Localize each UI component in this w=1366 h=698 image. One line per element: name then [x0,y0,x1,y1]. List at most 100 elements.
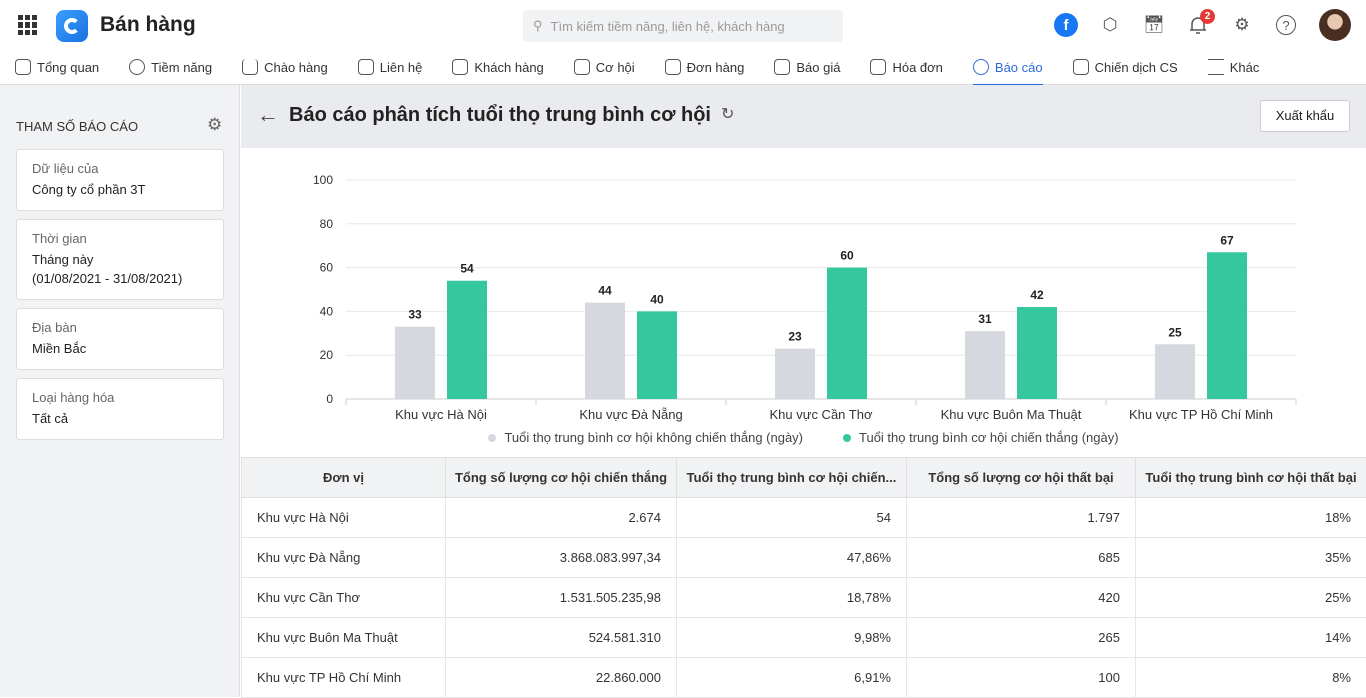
bar-lose [395,327,435,399]
main-nav: Tổng quan Tiềm năng Chào hàng Liên hệ Kh… [0,50,1366,85]
bar-lose [775,349,815,399]
x-tick-label: Khu vực Hà Nội [395,407,487,422]
data-label: 33 [408,308,422,322]
nav-chien-dich-cs[interactable]: Chiến dịch CS [1073,50,1178,85]
nav-label: Liên hệ [380,60,423,75]
gear-icon[interactable]: ⚙ [1231,14,1253,36]
nav-label: Chào hàng [264,60,328,75]
table-cell: 685 [907,538,1136,578]
nav-chao-hang[interactable]: Chào hàng [242,50,328,85]
data-label: 25 [1168,325,1182,339]
nav-label: Chiến dịch CS [1095,60,1178,75]
home-icon [15,59,31,75]
nav-khach-hang[interactable]: Khách hàng [452,50,543,85]
nav-co-hoi[interactable]: Cơ hội [574,50,635,85]
param-label: Địa bàn [32,320,208,336]
person-icon [129,59,145,75]
col-header[interactable]: Tổng số lượng cơ hội chiến thắng [446,458,677,498]
table-cell: 14% [1136,618,1366,658]
calendar-icon[interactable]: 📅︎ [1143,14,1165,36]
nav-hoa-don[interactable]: Hóa đơn [870,50,942,85]
nav-tiem-nang[interactable]: Tiềm năng [129,50,212,85]
data-label: 44 [598,284,612,298]
x-tick-label: Khu vực Cần Thơ [770,407,873,422]
product-search-icon[interactable]: ⬡ [1099,14,1121,36]
y-tick-label: 0 [326,392,333,406]
table-cell: 100 [907,658,1136,698]
data-label: 54 [460,262,474,276]
nav-don-hang[interactable]: Đơn hàng [665,50,745,85]
help-icon[interactable]: ? [1276,15,1296,35]
param-value: Tất cả [32,409,208,428]
chart-legend: Tuổi thọ trung bình cơ hội không chiến t… [241,430,1366,445]
y-tick-label: 40 [320,304,334,318]
y-tick-label: 20 [320,348,334,362]
data-label: 67 [1220,233,1234,247]
table-cell: 265 [907,618,1136,658]
table-cell: 1.531.505.235,98 [446,578,677,618]
col-header[interactable]: Đơn vị [242,458,446,498]
param-value: Công ty cổ phần 3T [32,180,208,199]
bar-lose [965,331,1005,399]
table-cell: 54 [677,498,907,538]
apps-grid-icon[interactable] [18,15,38,35]
table-cell: 9,98% [677,618,907,658]
pie-chart-icon [973,59,989,75]
top-bar: Bán hàng ⚲Tìm kiếm tiềm năng, liên hệ, k… [0,0,1366,50]
table-cell: 47,86% [677,538,907,578]
bar-lose [585,303,625,399]
settings-gear-icon[interactable]: ⚙ [207,115,222,135]
param-label: Dữ liệu của [32,161,208,177]
table-cell: 25% [1136,578,1366,618]
nav-tong-quan[interactable]: Tổng quan [15,50,99,85]
table-header-row: Đơn vị Tổng số lượng cơ hội chiến thắng … [242,458,1366,498]
nav-lien-he[interactable]: Liên hệ [358,50,423,85]
app-title: Bán hàng [100,13,196,37]
nav-label: Báo cáo [995,60,1043,75]
table-cell: 2.674 [446,498,677,538]
legend-label: Tuổi thọ trung bình cơ hội chiến thắng (… [859,430,1119,445]
nav-label: Báo giá [796,60,840,75]
table-cell: 6,91% [677,658,907,698]
table-cell: Khu vực Hà Nội [242,498,446,538]
table-cell: 420 [907,578,1136,618]
legend-item-win[interactable]: Tuổi thọ trung bình cơ hội chiến thắng (… [843,430,1119,445]
col-header[interactable]: Tổng số lượng cơ hội thất bại [907,458,1136,498]
search-input[interactable]: ⚲Tìm kiếm tiềm năng, liên hệ, khách hàng [523,10,843,42]
table-cell: 8% [1136,658,1366,698]
nav-label: Khác [1230,60,1260,75]
back-arrow-icon[interactable]: ← [257,102,279,128]
table-cell: 35% [1136,538,1366,578]
nav-label: Hóa đơn [892,60,942,75]
nav-label: Tiềm năng [151,60,212,75]
contact-icon [358,59,374,75]
avatar[interactable] [1319,9,1351,41]
nav-khac[interactable]: Khác [1208,50,1260,85]
x-tick-label: Khu vực TP Hồ Chí Minh [1129,407,1273,422]
col-header[interactable]: Tuổi thọ trung bình cơ hội thất bại [1136,458,1366,498]
bar-lose [1155,344,1195,399]
facebook-icon[interactable]: f [1054,13,1078,37]
bar-win [637,311,677,399]
y-tick-label: 100 [313,173,333,187]
legend-item-lose[interactable]: Tuổi thọ trung bình cơ hội không chiến t… [488,430,803,445]
nav-bao-cao[interactable]: Báo cáo [973,50,1043,85]
col-header[interactable]: Tuổi thọ trung bình cơ hội chiến... [677,458,907,498]
x-tick-label: Khu vực Buôn Ma Thuật [941,407,1082,422]
param-data-owner[interactable]: Dữ liệu của Công ty cổ phần 3T [16,149,224,211]
export-button[interactable]: Xuất khẩu [1260,100,1350,132]
table-cell: 18,78% [677,578,907,618]
nav-bao-gia[interactable]: Báo giá [774,50,840,85]
report-table: Đơn vị Tổng số lượng cơ hội chiến thắng … [241,457,1366,698]
table-cell: Khu vực TP Hồ Chí Minh [242,658,446,698]
report-title: Báo cáo phân tích tuổi thọ trung bình cơ… [289,102,711,128]
refresh-icon[interactable]: ↻ [721,102,734,128]
